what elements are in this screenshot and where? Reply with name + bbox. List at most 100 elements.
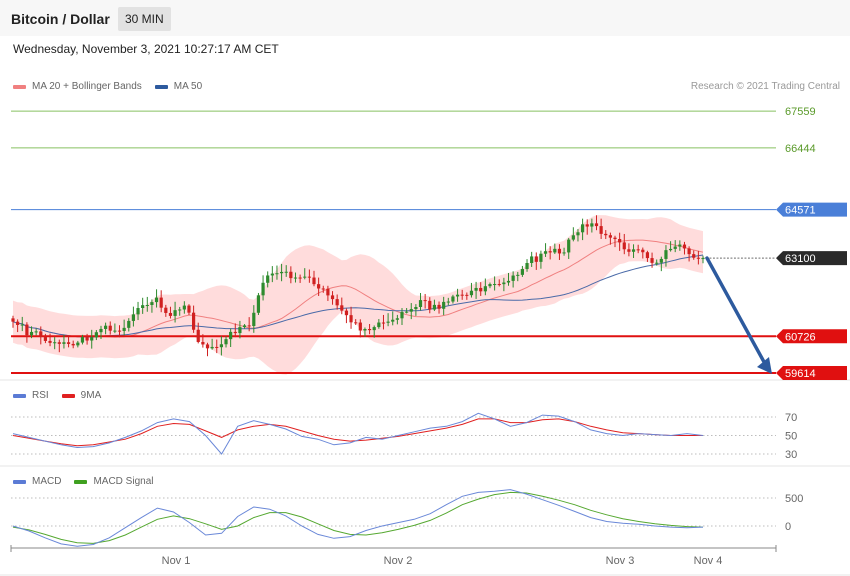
- candle-body: [252, 312, 256, 327]
- candle-body: [548, 251, 552, 253]
- candle: [127, 318, 131, 332]
- candle: [145, 296, 149, 312]
- candle: [696, 250, 700, 265]
- candle-body: [25, 324, 29, 336]
- candle: [192, 305, 196, 333]
- level-59614: 59614: [11, 365, 847, 380]
- bollinger-bands: [13, 215, 703, 375]
- candle: [636, 244, 640, 254]
- level-label-63100: 63100: [785, 253, 816, 265]
- candle-body: [340, 305, 344, 311]
- candle-body: [113, 330, 117, 332]
- candle: [465, 292, 469, 300]
- candle-body: [57, 342, 61, 344]
- candle: [90, 329, 94, 349]
- macd-main-line: [12, 489, 704, 547]
- level-tag-63100: [776, 251, 847, 266]
- candle-body: [275, 273, 279, 275]
- candle: [252, 305, 256, 333]
- rsi-tick-70: 70: [785, 412, 797, 424]
- level-label-67559: 67559: [785, 106, 816, 118]
- candle-body: [108, 325, 112, 331]
- candle: [497, 279, 501, 287]
- candle: [391, 311, 395, 326]
- candle: [66, 336, 71, 348]
- candle: [668, 241, 673, 252]
- candle-body: [284, 271, 288, 273]
- candle: [520, 265, 524, 277]
- candle: [585, 219, 589, 235]
- legend-label-rsi: RSI: [32, 390, 49, 401]
- candle-body: [215, 346, 219, 348]
- candle: [418, 293, 423, 311]
- candle-body: [414, 307, 418, 310]
- main-legend: MA 20 + Bollinger Bands MA 50: [13, 81, 215, 92]
- candle-body: [525, 263, 529, 270]
- candle-body: [377, 322, 381, 328]
- candle: [159, 290, 163, 313]
- candle: [80, 334, 85, 345]
- candle-body: [154, 297, 159, 303]
- candle-body: [90, 337, 94, 341]
- candle-body: [400, 312, 404, 319]
- candle: [599, 218, 603, 239]
- candle-body: [43, 337, 48, 341]
- legend-swatch-rsi: [13, 393, 26, 398]
- legend-item-macd: MACD: [13, 476, 61, 487]
- candle: [428, 297, 432, 314]
- candle: [381, 314, 386, 330]
- candle-body: [131, 314, 136, 321]
- candle-body: [16, 321, 20, 325]
- candle: [279, 263, 284, 282]
- candle-body: [20, 324, 24, 326]
- candle: [266, 271, 270, 288]
- candle: [682, 241, 687, 255]
- candle-body: [224, 339, 228, 345]
- candle: [594, 215, 599, 231]
- candle-body: [104, 325, 108, 329]
- candle: [284, 265, 288, 277]
- candle: [113, 323, 117, 334]
- candle-body: [66, 342, 71, 344]
- candle-body: [303, 276, 307, 278]
- candle: [242, 324, 247, 329]
- candle: [201, 334, 205, 348]
- candle-body: [590, 223, 594, 227]
- candle-body: [53, 342, 57, 344]
- candle: [76, 340, 80, 348]
- candle-body: [39, 331, 43, 338]
- candle-body: [418, 300, 423, 308]
- candle-body: [307, 276, 311, 278]
- candle: [687, 246, 691, 262]
- candle-body: [141, 305, 145, 309]
- candle: [39, 326, 43, 345]
- candle: [317, 277, 321, 296]
- candle-body: [76, 342, 80, 346]
- candle-body: [664, 250, 668, 259]
- macd-tick-0: 0: [785, 521, 791, 533]
- candle: [173, 301, 177, 323]
- candle: [215, 339, 219, 354]
- chart-datetime: Wednesday, November 3, 2021 10:27:17 AM …: [13, 42, 279, 56]
- candle-body: [469, 290, 474, 296]
- candle-body: [553, 248, 557, 253]
- candle-body: [80, 337, 85, 343]
- chart-header: Bitcoin / Dollar 30 MIN: [0, 0, 850, 36]
- candle: [108, 321, 112, 335]
- candle-body: [460, 294, 464, 296]
- candle-body: [117, 330, 122, 332]
- candle-body: [330, 295, 335, 300]
- candle-body: [594, 223, 599, 227]
- candle: [432, 299, 437, 312]
- candle: [168, 306, 173, 319]
- candle: [349, 306, 353, 329]
- interval-selector[interactable]: 30 MIN: [118, 7, 171, 31]
- candle-body: [627, 249, 631, 252]
- candle: [210, 338, 214, 350]
- level-tag-59614: [776, 365, 847, 380]
- candle-body: [405, 311, 409, 313]
- candle-body: [363, 328, 367, 331]
- candle: [543, 243, 548, 257]
- candle-body: [266, 275, 270, 283]
